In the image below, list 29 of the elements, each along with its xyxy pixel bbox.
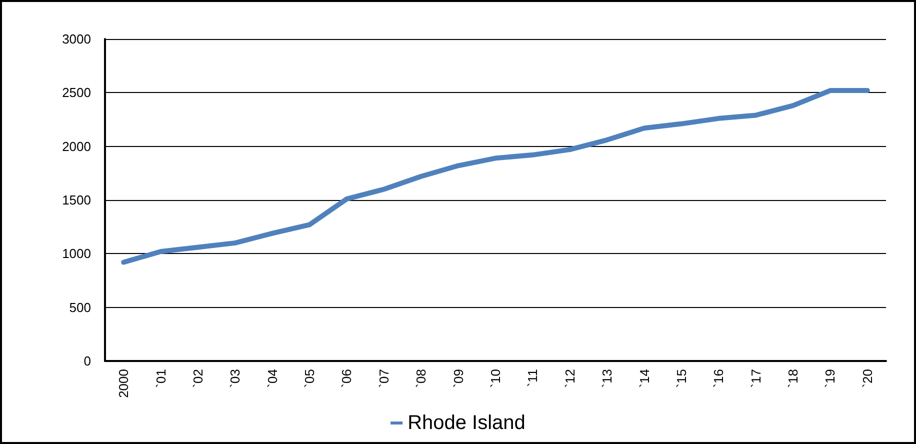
- y-tick-label: 500: [69, 300, 91, 315]
- x-tick-label: `17: [748, 369, 764, 388]
- x-tick-label: `04: [264, 369, 280, 388]
- x-tick-label: `14: [636, 369, 652, 388]
- x-tick-label: `03: [228, 369, 243, 388]
- legend-label: Rhode Island: [408, 412, 526, 434]
- x-tick-label: `02: [190, 369, 206, 388]
- x-tick-label: `01: [153, 369, 168, 388]
- x-tick-label: `15: [674, 369, 689, 388]
- x-tick-label: `05: [302, 369, 318, 388]
- x-tick-label: `18: [786, 369, 801, 388]
- x-tick-label: `08: [414, 369, 429, 388]
- x-tick-label: `07: [376, 369, 392, 388]
- x-tick-label: `10: [488, 369, 503, 388]
- x-tick-label: `12: [562, 369, 578, 388]
- y-tick-label: 0: [84, 354, 91, 368]
- x-tick-label: `13: [600, 369, 615, 388]
- x-tick-label: `06: [339, 369, 354, 388]
- y-tick-label: 1500: [62, 192, 91, 208]
- x-tick-label: `09: [450, 369, 466, 388]
- x-tick-label: `20: [860, 369, 875, 388]
- y-tick-label: 2500: [62, 85, 91, 100]
- x-tick-label: `19: [822, 369, 838, 388]
- y-tick-label: 3000: [62, 32, 91, 46]
- y-tick-label: 2000: [62, 138, 91, 154]
- x-tick-label: `16: [711, 369, 726, 388]
- y-tick-label: 1000: [62, 246, 91, 262]
- x-tick-label: `11: [525, 369, 540, 387]
- x-tick-label: 2000: [116, 369, 132, 398]
